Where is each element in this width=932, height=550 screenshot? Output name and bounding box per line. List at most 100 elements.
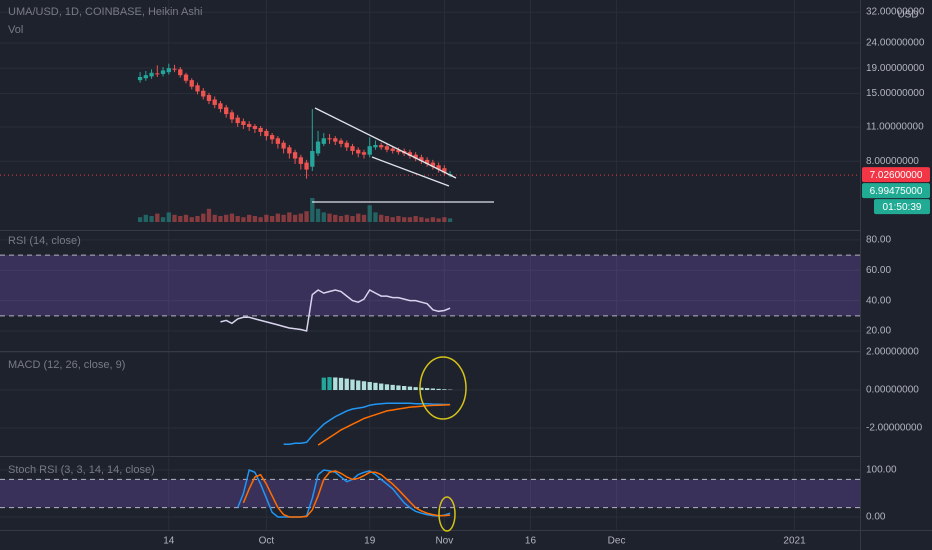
symbol-title: UMA/USD, 1D, COINBASE, Heikin Ashi	[8, 6, 202, 18]
candle-body	[390, 148, 395, 151]
volume-bar	[356, 213, 361, 222]
candle-body	[361, 152, 367, 155]
candle-body	[269, 135, 275, 140]
histogram-bar	[442, 389, 447, 391]
volume-bar	[344, 214, 349, 222]
volume-bar	[424, 218, 430, 222]
volume-bar	[379, 214, 384, 222]
candle-body	[287, 147, 292, 154]
volume-bar	[264, 214, 269, 222]
candle-body	[247, 124, 252, 127]
candle-body	[218, 103, 223, 109]
x-tick-label: Oct	[259, 536, 275, 547]
x-tick-label: 2021	[783, 536, 806, 547]
candle-body	[264, 130, 269, 137]
volume-bar	[258, 217, 263, 222]
histogram-bar	[321, 377, 326, 391]
y-tick-label: 2.00000000	[866, 347, 919, 358]
volume-bar	[252, 216, 258, 222]
candle-body	[436, 165, 441, 170]
histogram-bar	[361, 381, 367, 391]
volume-bar	[419, 217, 424, 222]
volume-bar	[241, 217, 246, 222]
histogram-bar	[367, 382, 372, 391]
histogram-bar	[402, 386, 407, 391]
candle-body	[183, 74, 189, 81]
price-label-box	[862, 167, 930, 183]
currency-label: USD	[897, 10, 918, 21]
volume-bar	[166, 212, 171, 222]
candle-body	[350, 146, 355, 151]
highlight-ellipse	[438, 496, 456, 532]
histogram-bar	[436, 388, 441, 391]
candle-body	[396, 149, 401, 153]
candle-body	[356, 149, 361, 154]
candle-body	[413, 154, 418, 159]
volume-bar	[367, 205, 372, 222]
y-tick-label: 0.00000000	[866, 385, 919, 396]
volume-bar	[155, 213, 160, 222]
x-tick-label: Nov	[435, 536, 453, 547]
volume-bar	[137, 217, 143, 222]
candle-body	[315, 141, 321, 154]
candle-body	[424, 159, 430, 164]
candle-body	[310, 150, 315, 167]
candle-body	[212, 99, 217, 105]
candle-body	[172, 68, 177, 70]
candle-body	[384, 146, 390, 150]
volume-bar	[189, 217, 194, 222]
histogram-bar	[356, 380, 361, 391]
series-line	[317, 404, 451, 446]
volume-bar	[333, 214, 338, 222]
histogram-bar	[396, 385, 401, 391]
candle-body	[166, 68, 171, 73]
histogram-bar	[344, 378, 349, 391]
candle-body	[143, 75, 148, 79]
countdown-box	[874, 199, 930, 215]
candle-body	[281, 142, 286, 149]
volume-bar	[384, 216, 390, 222]
volume-bar	[172, 214, 177, 222]
y-tick-label: 15.00000000	[866, 88, 925, 99]
candle-body	[195, 85, 200, 92]
candle-body	[235, 117, 240, 124]
x-tick-label: 19	[364, 536, 376, 547]
candle-body	[407, 152, 413, 156]
volume-bar	[224, 214, 229, 222]
price-label: 7.02600000	[870, 170, 923, 181]
x-tick-label: 16	[525, 536, 537, 547]
volume-bar	[436, 218, 441, 222]
volume-bar	[413, 216, 418, 222]
macd-title: MACD (12, 26, close, 9)	[8, 359, 125, 371]
volume-bar	[247, 214, 252, 222]
histogram-bar	[419, 387, 424, 391]
volume-bar	[275, 213, 281, 222]
y-tick-label: 100.00	[866, 465, 897, 476]
series-line	[242, 470, 451, 518]
volume-bar	[218, 216, 223, 222]
histogram-bar	[430, 388, 436, 391]
stoch-title: Stoch RSI (3, 3, 14, 14, close)	[8, 464, 155, 476]
y-tick-label: 11.00000000	[866, 122, 924, 133]
y-tick-label: 60.00	[866, 265, 891, 276]
countdown: 01:50:39	[883, 202, 922, 213]
volume-bar	[396, 216, 401, 222]
volume-bar	[183, 214, 189, 222]
highlight-ellipse	[419, 356, 467, 420]
volume-bar	[212, 214, 217, 222]
volume-bar	[195, 216, 200, 222]
histogram-bar	[350, 379, 355, 391]
volume-bar	[143, 214, 148, 222]
series-line	[220, 289, 451, 332]
volume-title: Vol	[8, 24, 23, 36]
candle-body	[321, 138, 326, 144]
volume-bar	[269, 216, 275, 222]
candle-body	[252, 125, 258, 129]
candle-body	[201, 90, 206, 97]
histogram-bar	[390, 384, 395, 391]
candle-body	[344, 142, 349, 148]
candle-body	[178, 69, 183, 76]
volume-bar	[229, 213, 235, 222]
volume-bar	[149, 216, 154, 222]
